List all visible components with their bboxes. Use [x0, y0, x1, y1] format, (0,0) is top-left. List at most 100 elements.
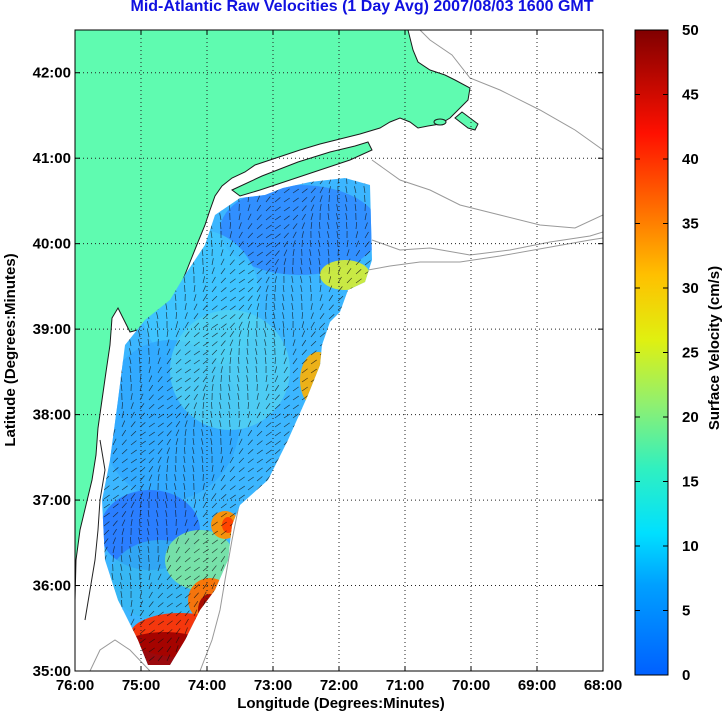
- velocity-vector: [130, 510, 134, 518]
- velocity-vector: [111, 573, 114, 581]
- velocity-vector: [247, 213, 252, 221]
- velocity-vector: [355, 249, 361, 257]
- velocity-vector: [183, 276, 186, 284]
- velocity-vector: [193, 419, 195, 428]
- velocity-vector: [256, 277, 262, 284]
- velocity-vector: [265, 466, 272, 473]
- velocity-vector: [328, 194, 330, 203]
- colorbar-label: Surface Velocity (cm/s): [706, 266, 723, 430]
- velocity-vector: [202, 511, 208, 518]
- velocity-vector: [229, 331, 235, 338]
- velocity-vector: [148, 366, 152, 374]
- velocity-vector: [265, 251, 272, 257]
- velocity-vector: [120, 384, 123, 392]
- velocity-vector: [265, 403, 271, 410]
- velocity-vector: [327, 231, 330, 239]
- velocity-vector: [364, 241, 370, 248]
- velocity-vector: [193, 341, 200, 347]
- velocity-vector: [247, 411, 251, 419]
- velocity-vector: [202, 367, 208, 374]
- velocity-vector: [165, 510, 168, 518]
- velocity-vector: [238, 356, 240, 365]
- velocity-vector: [121, 485, 128, 491]
- velocity-vector: [256, 467, 263, 473]
- velocity-vector: [103, 521, 110, 527]
- velocity-vector: [211, 366, 216, 374]
- velocity-vector: [247, 295, 253, 302]
- velocity-vector: [166, 637, 172, 644]
- velocity-vector: [220, 494, 227, 500]
- velocity-vector: [157, 465, 161, 473]
- velocity-vector: [274, 206, 281, 212]
- velocity-vector: [238, 260, 245, 266]
- velocity-vector: [327, 240, 330, 248]
- velocity-vector: [184, 359, 191, 365]
- velocity-vector: [175, 395, 182, 401]
- velocity-vector: [148, 449, 155, 455]
- velocity-vector: [219, 411, 222, 419]
- velocity-vector: [121, 519, 126, 527]
- velocity-vector: [220, 331, 227, 338]
- velocity-vector: [211, 276, 216, 284]
- bathymetry-contour: [367, 237, 603, 271]
- velocity-vector: [256, 393, 259, 401]
- velocity-vector: [310, 204, 315, 212]
- velocity-vector: [130, 402, 134, 410]
- velocity-vector: [175, 565, 182, 572]
- velocity-vector: [319, 186, 324, 194]
- velocity-vector: [166, 404, 173, 410]
- velocity-vector: [246, 357, 249, 365]
- velocity-vector: [166, 464, 168, 473]
- velocity-vector: [256, 421, 262, 428]
- velocity-vector: [300, 276, 303, 284]
- velocity-vector: [265, 449, 272, 455]
- velocity-vector: [138, 528, 141, 536]
- velocity-vector: [274, 267, 278, 275]
- velocity-vector: [274, 440, 281, 446]
- velocity-vector: [238, 269, 245, 275]
- velocity-vector: [274, 431, 281, 437]
- x-tick-label: 74:00: [188, 677, 226, 694]
- velocity-vector: [220, 456, 224, 464]
- velocity-vector: [130, 519, 133, 527]
- velocity-vector: [148, 440, 155, 446]
- velocity-vector: [310, 213, 314, 221]
- velocity-vector: [130, 618, 135, 626]
- velocity-vector: [229, 296, 236, 302]
- island: [433, 118, 447, 126]
- velocity-vector: [292, 231, 297, 239]
- velocity-vector: [229, 438, 232, 446]
- velocity-vector: [148, 384, 154, 392]
- velocity-vector: [166, 654, 171, 662]
- velocity-vector: [202, 341, 209, 347]
- velocity-vector: [256, 195, 261, 203]
- velocity-vector: [157, 620, 164, 626]
- velocity-vector: [148, 582, 152, 590]
- velocity-vector: [363, 186, 366, 194]
- velocity-vector: [147, 510, 150, 518]
- colorbar-tick-label: 30: [682, 280, 699, 297]
- velocity-vector: [175, 645, 179, 653]
- velocity-vector: [129, 366, 132, 374]
- velocity-vector: [255, 357, 258, 365]
- velocity-vector: [346, 249, 350, 257]
- velocity-vector: [112, 467, 119, 473]
- velocity-vector: [238, 429, 242, 437]
- velocity-vector: [157, 491, 159, 500]
- velocity-vector: [328, 267, 331, 275]
- velocity-vector: [193, 368, 200, 374]
- velocity-vector: [193, 411, 196, 419]
- velocity-vector: [202, 566, 209, 572]
- velocity-vector: [247, 286, 254, 293]
- velocity-vector: [256, 251, 263, 257]
- land-mass: [75, 30, 471, 601]
- velocity-vector: [201, 438, 204, 446]
- velocity-vector: [211, 565, 217, 572]
- velocity-vector: [309, 258, 312, 266]
- velocity-vector: [237, 384, 240, 392]
- velocity-vector: [201, 420, 204, 428]
- velocity-vector: [309, 240, 312, 248]
- velocity-vector: [184, 331, 190, 338]
- velocity-vector: [229, 278, 236, 284]
- map-grid: [75, 30, 603, 671]
